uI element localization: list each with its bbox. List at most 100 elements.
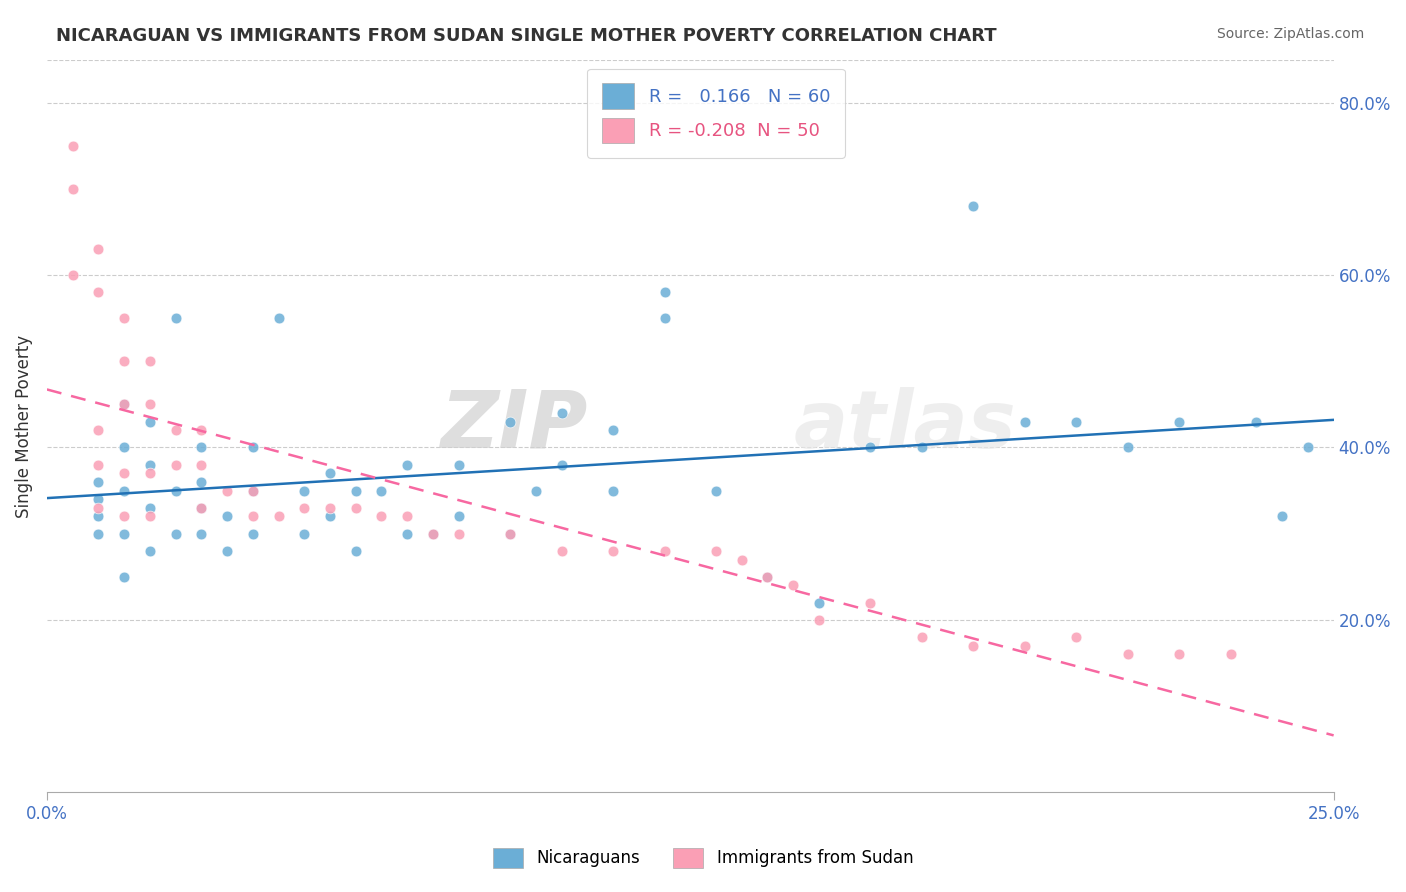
Legend: Nicaraguans, Immigrants from Sudan: Nicaraguans, Immigrants from Sudan (486, 841, 920, 875)
Point (1246, 415, 1268, 429)
Point (602, 483, 624, 498)
Point (87, 423, 110, 437)
Point (139, 397, 162, 411)
Point (1168, 415, 1191, 429)
Point (112, 397, 135, 411)
Point (190, 423, 212, 437)
Point (859, 441, 882, 455)
Point (1116, 441, 1139, 455)
Point (447, 526, 470, 541)
Point (499, 526, 522, 541)
Point (112, 509, 135, 524)
Point (319, 467, 342, 481)
Point (344, 544, 367, 558)
Text: NICARAGUAN VS IMMIGRANTS FROM SUDAN SINGLE MOTHER POVERTY CORRELATION CHART: NICARAGUAN VS IMMIGRANTS FROM SUDAN SING… (56, 27, 997, 45)
Text: Source: ZipAtlas.com: Source: ZipAtlas.com (1216, 27, 1364, 41)
Point (447, 509, 470, 524)
Point (190, 526, 212, 541)
Point (1219, 648, 1241, 662)
Point (319, 509, 342, 524)
Point (62, 182, 84, 196)
Point (1296, 441, 1319, 455)
Point (87, 492, 110, 507)
Point (215, 483, 238, 498)
Point (267, 311, 290, 326)
Point (87, 285, 110, 300)
Point (396, 509, 419, 524)
Point (1014, 415, 1036, 429)
Text: ZIP: ZIP (440, 387, 588, 465)
Point (112, 311, 135, 326)
Point (242, 483, 264, 498)
Point (165, 483, 187, 498)
Point (1271, 509, 1294, 524)
Point (422, 526, 444, 541)
Point (602, 544, 624, 558)
Point (112, 354, 135, 368)
Point (396, 526, 419, 541)
Point (756, 570, 779, 584)
Point (139, 544, 162, 558)
Point (602, 423, 624, 437)
Point (215, 544, 238, 558)
Point (165, 311, 187, 326)
Point (447, 458, 470, 472)
Point (190, 475, 212, 489)
Point (242, 441, 264, 455)
Point (139, 500, 162, 515)
Point (139, 415, 162, 429)
Point (62, 138, 84, 153)
Point (112, 483, 135, 498)
Point (319, 500, 342, 515)
Point (112, 570, 135, 584)
Point (87, 242, 110, 256)
Point (292, 500, 315, 515)
Point (112, 441, 135, 455)
Point (1116, 648, 1139, 662)
Point (911, 630, 934, 644)
Point (524, 483, 547, 498)
Point (87, 458, 110, 472)
Point (165, 423, 187, 437)
Point (499, 415, 522, 429)
Point (550, 544, 572, 558)
Point (112, 526, 135, 541)
Point (292, 526, 315, 541)
Point (139, 467, 162, 481)
Point (292, 483, 315, 498)
Point (370, 509, 392, 524)
Point (190, 441, 212, 455)
Point (370, 483, 392, 498)
Point (87, 500, 110, 515)
Point (499, 526, 522, 541)
Point (1064, 415, 1087, 429)
Point (1064, 630, 1087, 644)
Point (112, 397, 135, 411)
Point (550, 406, 572, 420)
Point (139, 354, 162, 368)
Point (344, 483, 367, 498)
Point (422, 526, 444, 541)
Point (807, 613, 830, 627)
Legend: R =   0.166   N = 60, R = -0.208  N = 50: R = 0.166 N = 60, R = -0.208 N = 50 (588, 69, 845, 158)
Point (911, 441, 934, 455)
Point (242, 526, 264, 541)
Point (1168, 648, 1191, 662)
Point (807, 596, 830, 610)
Point (190, 500, 212, 515)
Point (859, 596, 882, 610)
Point (654, 285, 676, 300)
Point (654, 544, 676, 558)
Point (731, 552, 754, 566)
Point (242, 483, 264, 498)
Point (87, 475, 110, 489)
Point (165, 526, 187, 541)
Point (87, 526, 110, 541)
Point (962, 199, 984, 213)
Point (704, 544, 727, 558)
Point (654, 311, 676, 326)
Text: atlas: atlas (793, 387, 1017, 465)
Point (550, 458, 572, 472)
Point (139, 458, 162, 472)
Point (396, 458, 419, 472)
